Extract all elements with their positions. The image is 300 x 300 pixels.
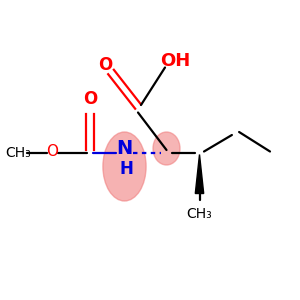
Text: H: H (119, 160, 133, 178)
Ellipse shape (103, 132, 146, 201)
Text: O: O (98, 56, 112, 74)
Ellipse shape (153, 132, 180, 165)
Text: O: O (83, 90, 97, 108)
Polygon shape (195, 154, 204, 194)
Text: OH: OH (160, 52, 190, 70)
Text: CH₃: CH₃ (5, 146, 31, 160)
Text: N: N (116, 139, 133, 158)
Text: O: O (46, 144, 58, 159)
Text: CH₃: CH₃ (187, 207, 212, 221)
